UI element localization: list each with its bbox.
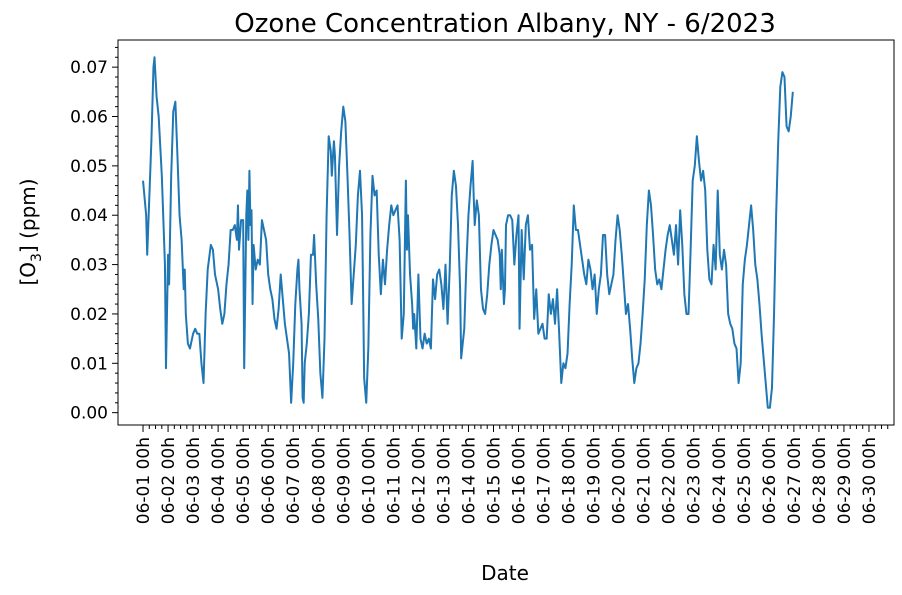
x-tick-label: 06-29 00h [835,437,855,524]
x-tick-label: 06-27 00h [785,437,805,524]
y-tick-label: 0.06 [70,108,108,128]
y-axis-label-main: [O [16,262,40,286]
x-tick-label: 06-06 00h [259,437,279,524]
x-axis: 06-01 00h 06-02 00h 06-03 00h 06-04 00h 06-0… [134,425,880,524]
y-tick-label: 0.07 [70,58,108,78]
x-tick-label: 06-16 00h [510,437,530,524]
x-tick-label: 06-11 00h [384,437,404,524]
x-tick-label: 06-01 00h [134,437,154,524]
x-tick-label: 06-19 00h [585,437,605,524]
x-tick-label: 06-20 00h [610,437,630,524]
x-axis-minor-ticks [148,425,889,429]
x-tick-label: 06-17 00h [535,437,555,524]
y-axis-label: [O3] (ppm) [16,178,45,285]
x-tick-label: 06-23 00h [685,437,705,524]
y-tick-label: 0.00 [70,404,108,424]
x-tick-label: 06-28 00h [810,437,830,524]
x-tick-label: 06-08 00h [309,437,329,524]
x-tick-label: 06-25 00h [735,437,755,524]
series-group [142,56,794,409]
y-axis-label-tail: ] (ppm) [16,178,40,253]
y-tick-label: 0.04 [70,206,108,226]
y-axis: 0.00 0.01 0.02 0.03 0.04 0.05 0.06 0.07 [70,58,118,424]
x-tick-label: 06-26 00h [760,437,780,524]
x-tick-label: 06-15 00h [484,437,504,524]
y-tick-label: 0.02 [70,305,108,325]
plot-frame [117,39,895,426]
x-tick-label: 06-30 00h [860,437,880,524]
x-tick-label: 06-21 00h [635,437,655,524]
x-tick-label: 06-13 00h [434,437,454,524]
x-tick-label: 06-02 00h [159,437,179,524]
series-line [142,56,794,409]
x-tick-label: 06-12 00h [409,437,429,524]
x-tick-label: 06-05 00h [234,437,254,524]
y-tick-label: 0.03 [70,256,108,276]
y-tick-label: 0.05 [70,157,108,177]
x-tick-label: 06-09 00h [334,437,354,524]
x-tick-label: 06-07 00h [284,437,304,524]
x-axis-label: Date [481,561,529,585]
x-tick-label: 06-18 00h [560,437,580,524]
y-tick-label: 0.01 [70,354,108,374]
x-tick-label: 06-14 00h [459,437,479,524]
y-axis-label-sub: 3 [29,253,45,262]
x-tick-label: 06-04 00h [209,437,229,524]
x-tick-label: 06-22 00h [660,437,680,524]
chart-title: Ozone Concentration Albany, NY - 6/2023 [234,9,776,39]
x-tick-label: 06-10 00h [359,437,379,524]
x-tick-label: 06-03 00h [184,437,204,524]
x-tick-label: 06-24 00h [710,437,730,524]
